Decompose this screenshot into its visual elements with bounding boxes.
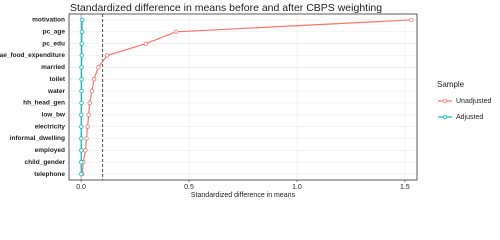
point [96, 65, 101, 70]
point [79, 124, 84, 129]
chart: Standardized difference in means before … [0, 2, 492, 199]
x-tick-label: 0.5 [184, 184, 194, 191]
y-tick-label: hh_head_gen [23, 100, 65, 107]
point [79, 100, 84, 106]
point [143, 41, 149, 46]
point [85, 124, 90, 129]
point [79, 160, 84, 165]
point [79, 171, 84, 177]
x-axis-label: Standardized difference in means [191, 192, 296, 199]
point [79, 41, 84, 46]
y-tick-label: toilet [49, 76, 65, 83]
x-tick-label: 1.0 [292, 184, 302, 191]
point [409, 17, 414, 23]
legend-title: Sample [437, 80, 465, 89]
point [79, 29, 85, 34]
x-tick-label: 0.0 [76, 184, 86, 191]
point [79, 136, 84, 141]
point [83, 148, 88, 153]
point [91, 77, 97, 82]
point [79, 65, 84, 70]
legend-swatch [442, 114, 448, 120]
point [89, 88, 95, 94]
legend-label: Adjusted [456, 114, 483, 121]
legend-label: Unadjusted [456, 98, 492, 105]
y-tick-label: pc_age [43, 29, 66, 36]
y-tick-label: informal_dwelling [10, 135, 65, 142]
y-tick-label: water [47, 88, 65, 95]
point [79, 77, 84, 82]
panel-border [68, 13, 418, 181]
point [79, 53, 84, 58]
point [173, 29, 179, 34]
point [86, 112, 91, 117]
point [79, 17, 85, 23]
y-tick-label: telephone [34, 171, 65, 178]
y-tick-label: married [41, 64, 65, 71]
y-tick-label: employed [35, 147, 65, 154]
point [79, 148, 84, 153]
y-tick-label: motivation [32, 17, 65, 24]
legend-swatch [442, 98, 448, 104]
y-tick-label: pc_edu [42, 40, 65, 47]
panel [69, 14, 417, 180]
point [79, 112, 84, 117]
x-tick-label: 1.5 [400, 184, 410, 191]
y-tick-label: child_gender [25, 159, 66, 166]
y-tick-label: ae_food_expenditure [0, 52, 65, 59]
point [87, 100, 92, 106]
chart-title: Standardized difference in means before … [70, 2, 382, 14]
point [79, 88, 84, 94]
y-tick-label: electricity [35, 123, 66, 130]
y-tick-label: low_bw [42, 112, 66, 119]
point [84, 136, 89, 141]
point [104, 53, 110, 58]
